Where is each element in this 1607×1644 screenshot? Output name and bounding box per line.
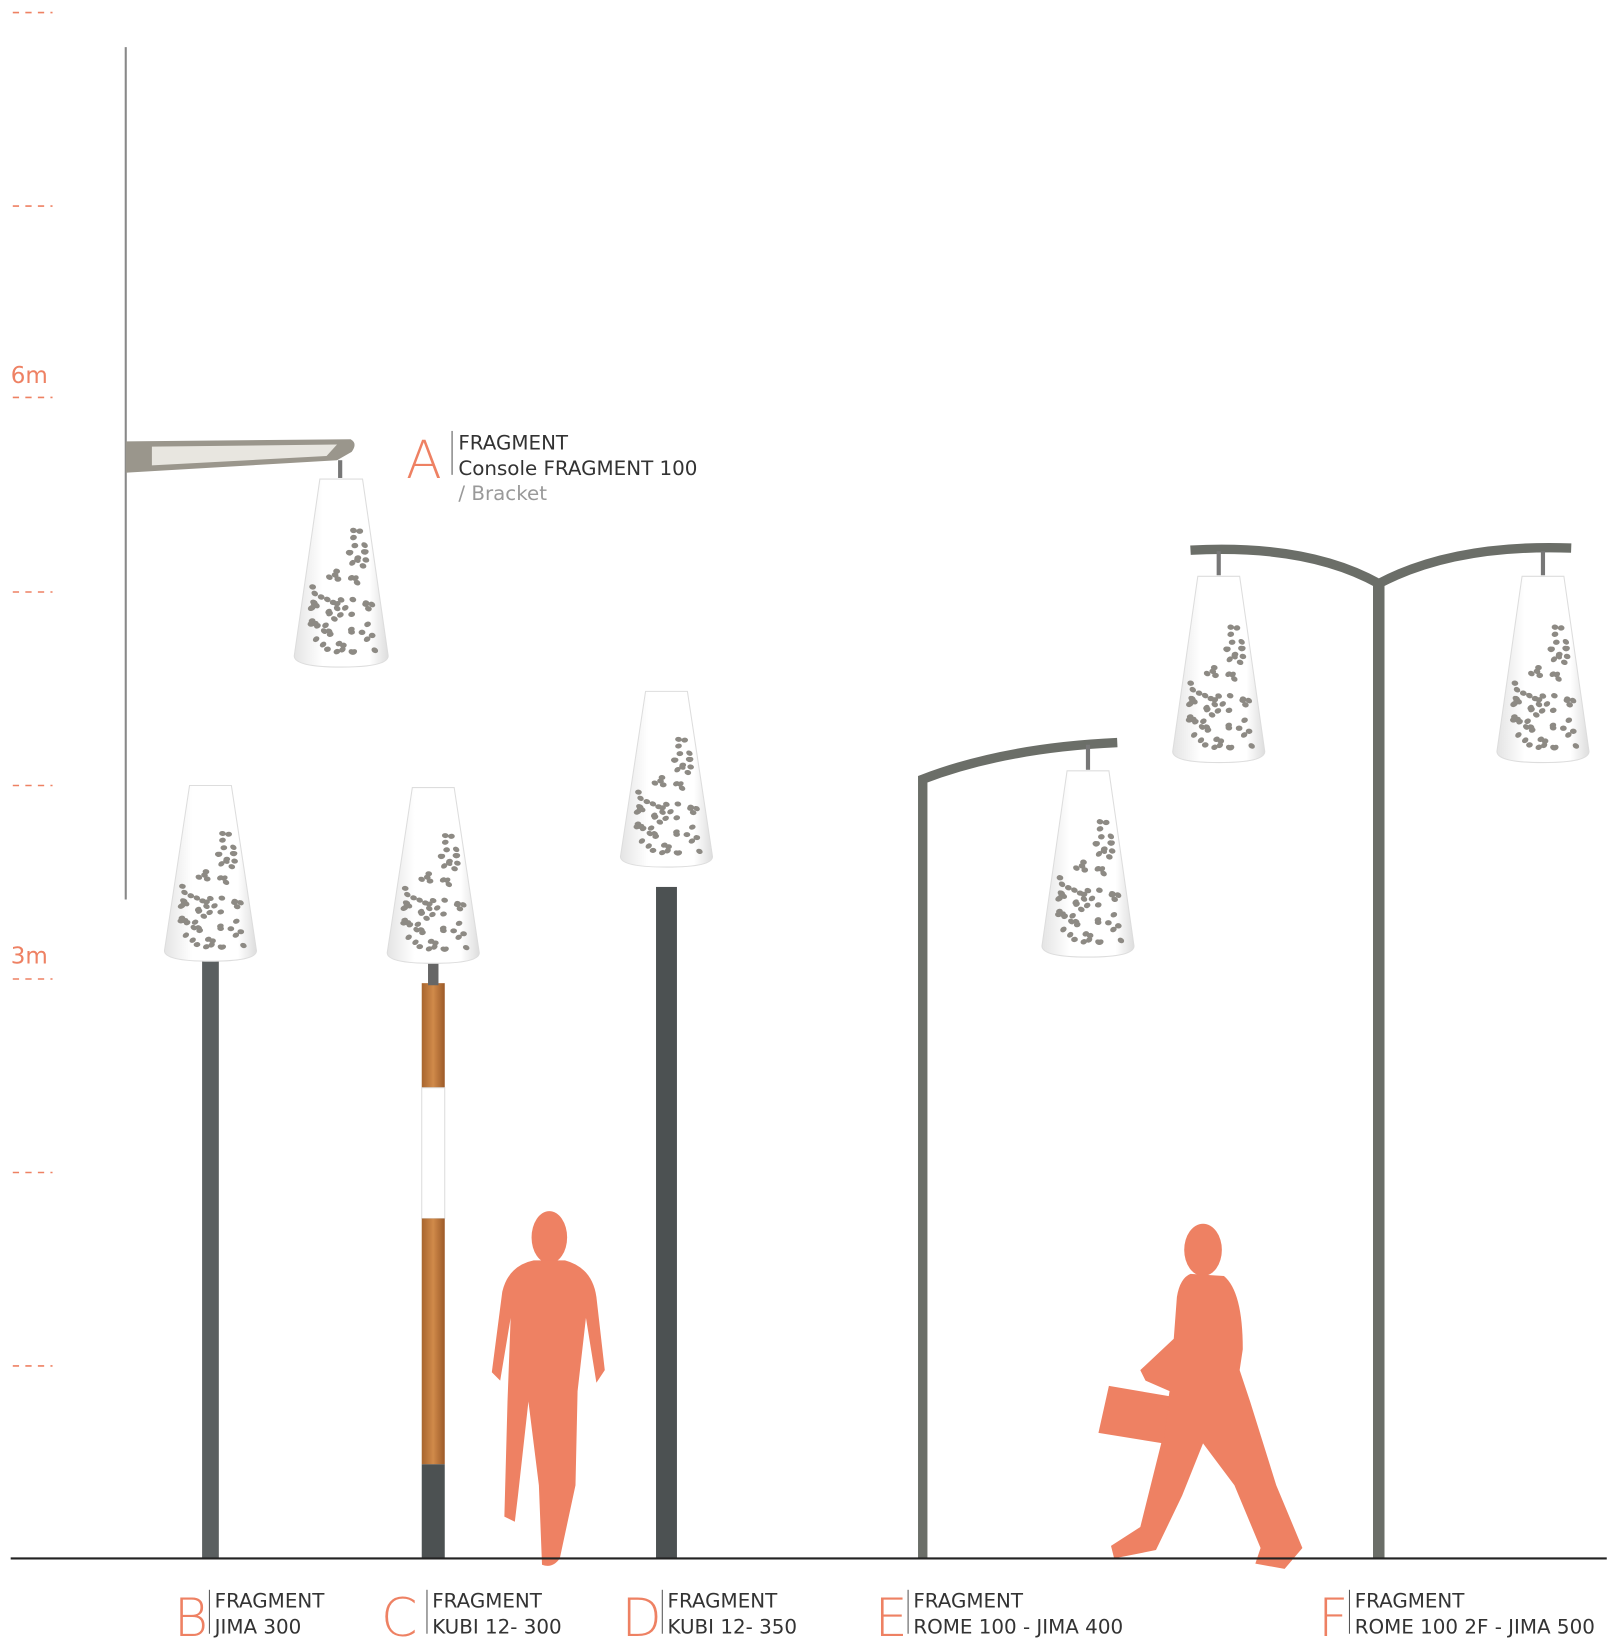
label-line: ROME 100 2F - JIMA 500	[1355, 1616, 1595, 1639]
scale-ticks	[12, 11, 53, 1367]
pole	[918, 737, 1118, 1559]
letter: A	[406, 430, 442, 491]
label-line: JIMA 300	[213, 1616, 302, 1639]
scale-label: 3m	[11, 943, 48, 969]
pole-wood	[421, 983, 445, 1088]
shade	[163, 784, 258, 962]
letter: C	[381, 1588, 418, 1640]
shade	[386, 787, 480, 964]
pole-wood	[421, 1218, 445, 1465]
label-line: FRAGMENT	[432, 1590, 543, 1613]
pole	[656, 886, 677, 1559]
pole-neck	[428, 962, 439, 986]
bracket-inner	[151, 444, 338, 466]
scale-label: 6m	[11, 363, 48, 389]
label-line: FRAGMENT	[913, 1590, 1024, 1613]
person	[1098, 1223, 1303, 1569]
label-line: KUBI 12- 300	[432, 1616, 561, 1639]
label-line: FRAGMENT	[215, 1590, 326, 1613]
letter: B	[174, 1588, 208, 1640]
label-line: FRAGMENT	[458, 432, 569, 455]
shade	[1041, 770, 1135, 958]
arm	[1190, 542, 1572, 589]
letter: F	[1318, 1588, 1348, 1640]
person	[491, 1211, 605, 1566]
shade	[619, 690, 714, 868]
label-line: ROME 100 - JIMA 400	[913, 1616, 1123, 1639]
shade	[293, 478, 389, 668]
pole-base	[421, 1464, 445, 1559]
pole-panel	[421, 1087, 446, 1220]
label-line: / Bracket	[458, 482, 547, 505]
label-line: FRAGMENT	[1355, 1590, 1466, 1613]
label-line: FRAGMENT	[668, 1590, 779, 1613]
pole	[202, 960, 219, 1559]
shade	[1496, 575, 1590, 764]
label-line: Console FRAGMENT 100	[458, 457, 697, 480]
label-a: A FRAGMENT Console FRAGMENT 100 / Bracke…	[406, 430, 697, 505]
letter: E	[875, 1588, 908, 1640]
shade	[1172, 575, 1266, 764]
label-line: KUBI 12- 350	[668, 1616, 797, 1639]
letter: D	[622, 1588, 662, 1640]
